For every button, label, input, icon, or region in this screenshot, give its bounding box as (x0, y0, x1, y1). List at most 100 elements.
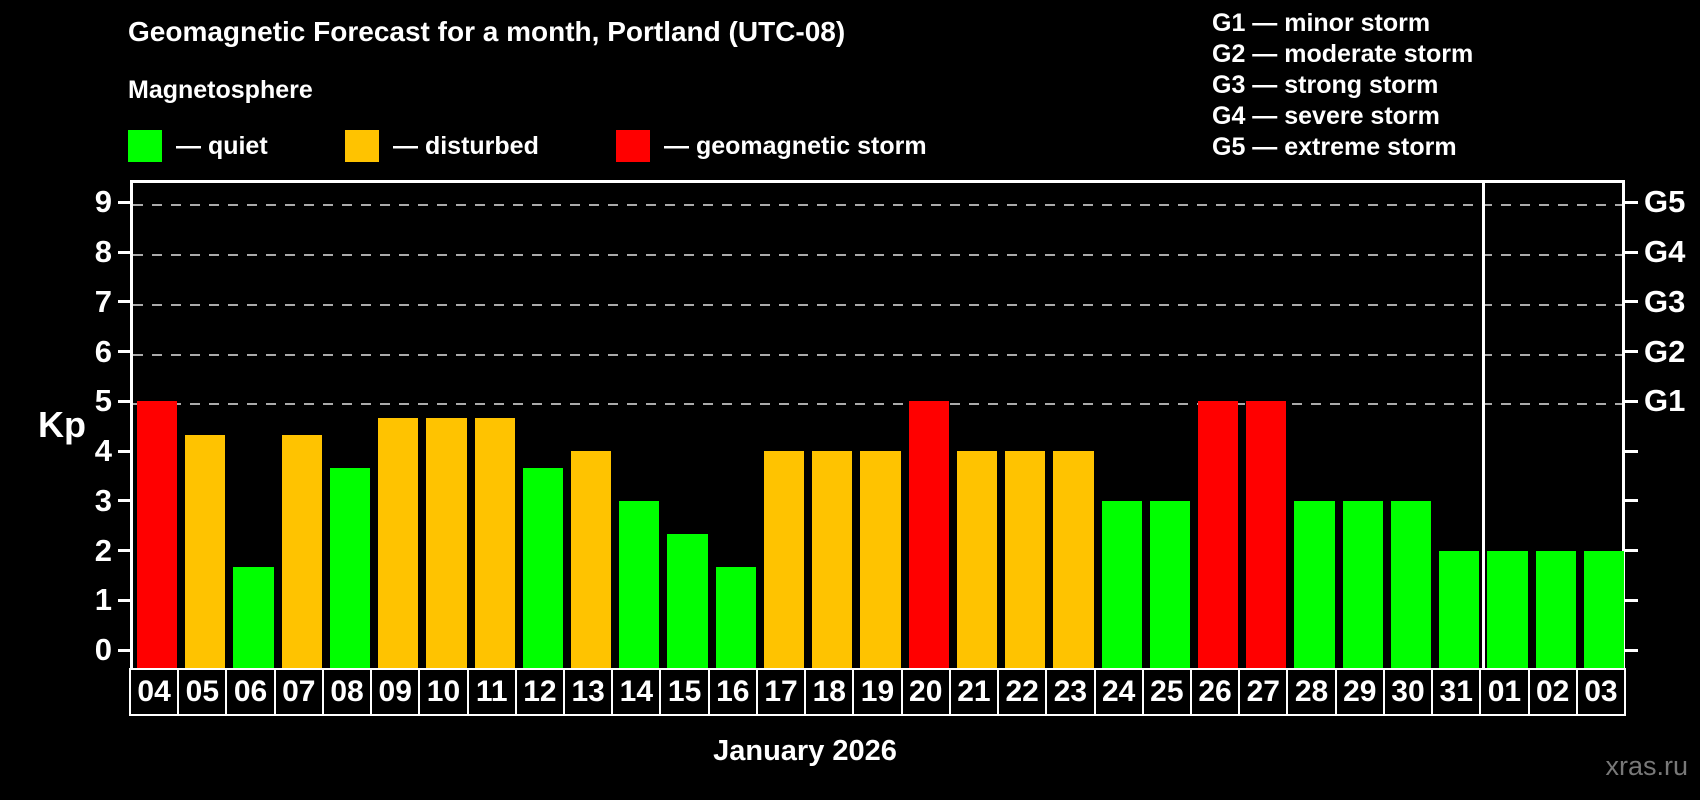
y-tick-right-1 (1625, 599, 1638, 602)
kp-bar-day-11 (475, 418, 515, 668)
gridline-kp-5 (133, 403, 1622, 405)
storm-color-swatch (616, 130, 650, 162)
kp-bar-day-28 (1294, 501, 1334, 668)
y-tick-right-7 (1625, 300, 1638, 303)
y-tick-left-2 (118, 549, 130, 552)
day-label-23: 23 (1045, 668, 1095, 716)
y-tick-right-9 (1625, 201, 1638, 204)
gridline-kp-9 (133, 204, 1622, 206)
day-label-12: 12 (515, 668, 565, 716)
kp-bar-day-21 (957, 451, 997, 668)
legend-label-storm: — geomagnetic storm (664, 132, 927, 161)
month-label: January 2026 (130, 735, 1480, 768)
kp-bar-day-07 (282, 435, 322, 668)
y-tick-right-3 (1625, 499, 1638, 502)
day-label-27: 27 (1238, 668, 1288, 716)
y-tick-left-4 (118, 450, 130, 453)
day-label-07: 07 (274, 668, 324, 716)
kp-bar-day-03 (1584, 551, 1624, 668)
day-label-22: 22 (997, 668, 1047, 716)
kp-bar-day-17 (764, 451, 804, 668)
y-tick-left-5 (118, 400, 130, 403)
y-axis-label-9: 9 (50, 182, 112, 222)
gscale-g1: G1 — minor storm (1212, 8, 1473, 39)
y-tick-right-4 (1625, 450, 1638, 453)
day-label-10: 10 (418, 668, 468, 716)
day-label-16: 16 (708, 668, 758, 716)
y-axis-label-6: 6 (50, 332, 112, 372)
day-label-20: 20 (901, 668, 951, 716)
g-scale-label-g4: G4 (1644, 232, 1700, 272)
day-label-18: 18 (804, 668, 854, 716)
kp-bar-day-20 (909, 401, 949, 668)
day-label-25: 25 (1142, 668, 1192, 716)
gridline-kp-8 (133, 254, 1622, 256)
y-axis-label-4: 4 (50, 431, 112, 471)
g-scale-label-g2: G2 (1644, 332, 1700, 372)
kp-bar-day-09 (378, 418, 418, 668)
g-scale-label-g1: G1 (1644, 381, 1700, 421)
day-label-13: 13 (563, 668, 613, 716)
kp-bar-day-23 (1053, 451, 1093, 668)
day-label-06: 06 (225, 668, 275, 716)
kp-bar-day-16 (716, 567, 756, 668)
kp-bar-day-26 (1198, 401, 1238, 668)
day-label-01: 01 (1479, 668, 1529, 716)
quiet-color-swatch (128, 130, 162, 162)
kp-bar-day-12 (523, 468, 563, 668)
legend-label-quiet: — quiet (176, 132, 268, 161)
plot-area (130, 180, 1625, 668)
y-axis-label-2: 2 (50, 531, 112, 571)
chart-title: Geomagnetic Forecast for a month, Portla… (128, 16, 845, 48)
kp-bar-day-29 (1343, 501, 1383, 668)
kp-bar-day-27 (1246, 401, 1286, 668)
y-axis-label-0: 0 (50, 630, 112, 670)
y-axis-label-1: 1 (50, 580, 112, 620)
day-label-19: 19 (852, 668, 902, 716)
kp-bar-day-02 (1536, 551, 1576, 668)
day-label-04: 04 (129, 668, 179, 716)
kp-bar-day-06 (233, 567, 273, 668)
day-label-29: 29 (1335, 668, 1385, 716)
kp-bar-day-04 (137, 401, 177, 668)
y-tick-left-3 (118, 499, 130, 502)
kp-bar-day-15 (667, 534, 707, 668)
kp-bar-day-01 (1487, 551, 1527, 668)
geomagnetic-forecast-chart: Geomagnetic Forecast for a month, Portla… (0, 0, 1700, 800)
storm-scale-legend: G1 — minor storm G2 — moderate storm G3 … (1212, 8, 1473, 163)
day-label-08: 08 (322, 668, 372, 716)
day-label-31: 31 (1431, 668, 1481, 716)
kp-bar-day-25 (1150, 501, 1190, 668)
day-label-05: 05 (177, 668, 227, 716)
y-axis-label-3: 3 (50, 481, 112, 521)
disturbed-color-swatch (345, 130, 379, 162)
y-tick-left-8 (118, 251, 130, 254)
kp-bar-day-22 (1005, 451, 1045, 668)
y-tick-left-6 (118, 350, 130, 353)
day-label-02: 02 (1528, 668, 1578, 716)
y-tick-left-9 (118, 201, 130, 204)
legend-label-disturbed: — disturbed (393, 132, 539, 161)
y-tick-right-8 (1625, 251, 1638, 254)
y-tick-left-1 (118, 599, 130, 602)
day-label-30: 30 (1383, 668, 1433, 716)
kp-bar-day-13 (571, 451, 611, 668)
legend-item-storm: — geomagnetic storm (616, 130, 927, 162)
kp-bar-day-19 (860, 451, 900, 668)
y-tick-right-5 (1625, 400, 1638, 403)
day-label-26: 26 (1190, 668, 1240, 716)
y-tick-right-2 (1625, 549, 1638, 552)
day-label-17: 17 (756, 668, 806, 716)
day-label-03: 03 (1576, 668, 1626, 716)
g-scale-label-g3: G3 (1644, 282, 1700, 322)
kp-bar-day-10 (426, 418, 466, 668)
y-axis-label-5: 5 (50, 381, 112, 421)
day-label-28: 28 (1286, 668, 1336, 716)
day-label-15: 15 (659, 668, 709, 716)
kp-bar-day-08 (330, 468, 370, 668)
day-label-21: 21 (949, 668, 999, 716)
kp-bar-day-14 (619, 501, 659, 668)
month-separator-line (1482, 183, 1485, 668)
gscale-g3: G3 — strong storm (1212, 70, 1473, 101)
kp-bar-day-05 (185, 435, 225, 668)
